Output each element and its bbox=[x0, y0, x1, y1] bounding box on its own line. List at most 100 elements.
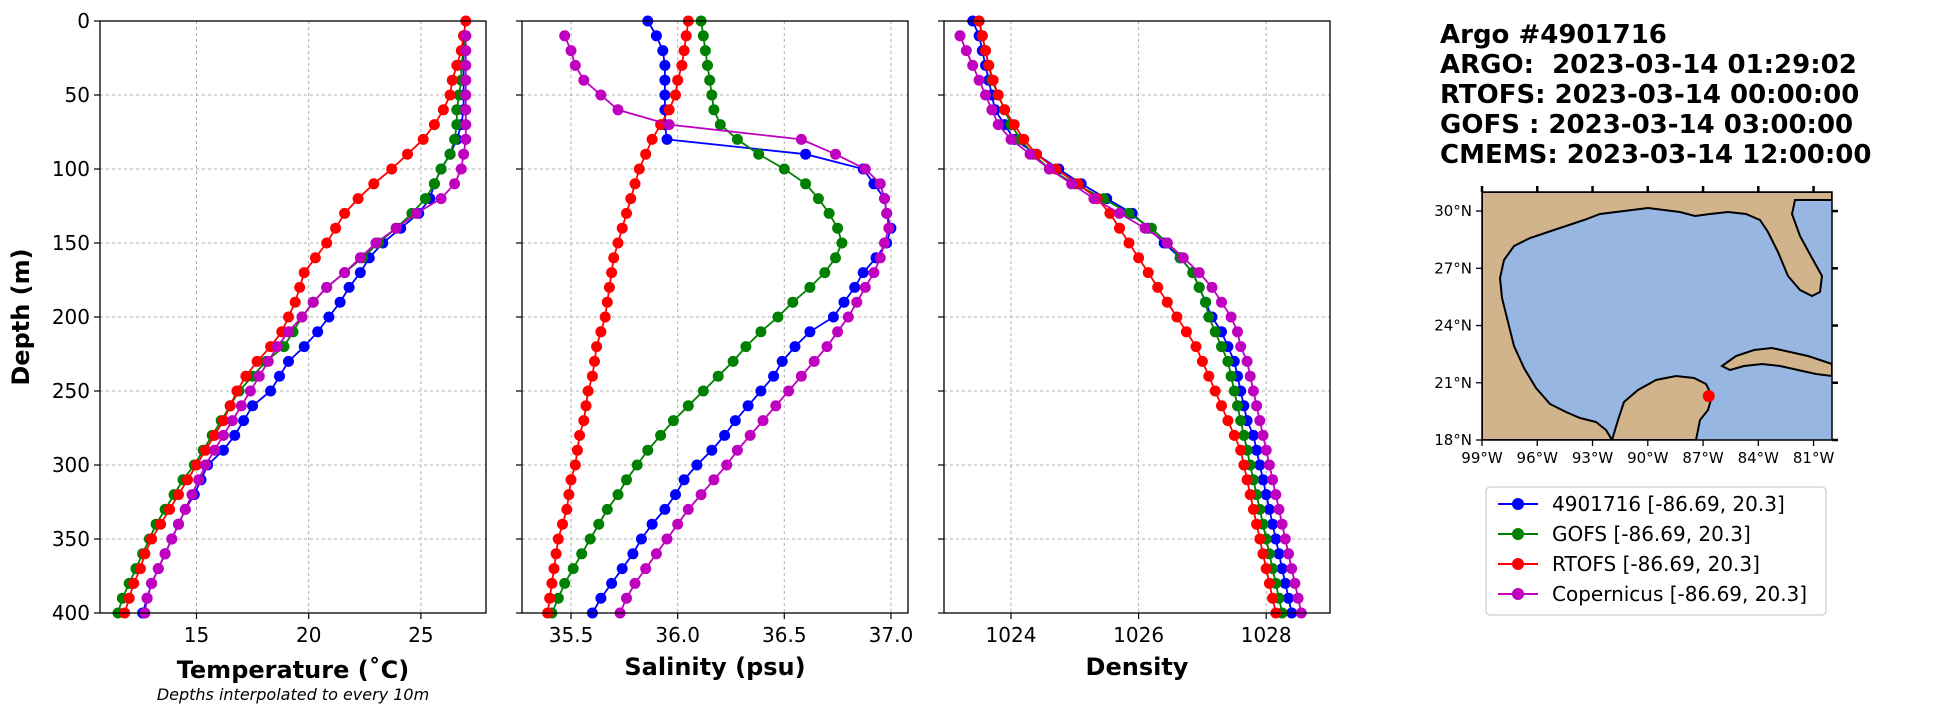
location-map: 30°N 27°N 24°N 21°N 18°N99°W 96°W 93°W 90°W 87°W… bbox=[1434, 186, 1838, 467]
salinity-point-copernicus bbox=[859, 281, 871, 293]
depth-tick-label: 200 bbox=[52, 305, 90, 329]
density-point-copernicus bbox=[954, 30, 966, 42]
salinity-point-gofs bbox=[830, 252, 841, 264]
density-point-rtofs bbox=[1209, 385, 1221, 397]
legend-entry: GOFS [-86.69, 20.3] bbox=[1498, 522, 1751, 546]
salinity-point-gofs bbox=[787, 296, 799, 308]
legend: 4901716 [-86.69, 20.3] GOFS [-86.69, 20.… bbox=[1485, 486, 1827, 616]
temperature-point-rtofs bbox=[309, 252, 321, 264]
temperature-point-copernicus bbox=[435, 193, 447, 205]
salinity-point-rtofs bbox=[586, 370, 598, 382]
density-point-copernicus bbox=[1273, 503, 1285, 515]
temperature-point-copernicus bbox=[390, 222, 402, 234]
density-point-argo bbox=[1263, 503, 1275, 515]
temperature-point-copernicus bbox=[455, 163, 467, 175]
salinity-point-argo bbox=[646, 518, 658, 530]
density-point-rtofs bbox=[1251, 518, 1263, 530]
temperature-point-copernicus bbox=[449, 178, 461, 190]
salinity-point-copernicus bbox=[559, 30, 571, 42]
salinity-point-copernicus bbox=[832, 326, 844, 338]
salinity-point-copernicus bbox=[821, 341, 833, 353]
salinity-point-copernicus bbox=[565, 45, 577, 57]
density-point-gofs bbox=[1228, 385, 1240, 397]
temperature-point-gofs bbox=[449, 133, 461, 145]
salinity-point-argo bbox=[755, 385, 767, 397]
salinity-point-copernicus bbox=[783, 385, 795, 397]
salinity-point-copernicus bbox=[883, 222, 895, 234]
temperature-point-copernicus bbox=[141, 592, 153, 604]
density-point-rtofs bbox=[1196, 355, 1208, 367]
salinity-point-copernicus bbox=[744, 429, 756, 441]
salinity-point-gofs bbox=[631, 459, 643, 471]
density-point-copernicus bbox=[1161, 237, 1173, 249]
salinity-point-rtofs bbox=[676, 59, 688, 71]
density-point-copernicus bbox=[1177, 252, 1189, 264]
depth-tick-label: 250 bbox=[52, 379, 90, 403]
density-point-rtofs bbox=[1190, 341, 1202, 353]
salinity-point-gofs bbox=[567, 563, 579, 575]
salinity-point-gofs bbox=[699, 45, 711, 57]
temperature-point-gofs bbox=[451, 119, 463, 131]
temperature-point-rtofs bbox=[446, 74, 458, 86]
salinity-point-rtofs bbox=[670, 89, 681, 101]
density-point-rtofs bbox=[980, 45, 991, 57]
density-point-copernicus bbox=[1260, 444, 1272, 456]
temperature-point-copernicus bbox=[159, 548, 171, 560]
temperature-point-rtofs bbox=[173, 489, 184, 501]
legend-marker-rtofs bbox=[1512, 558, 1524, 570]
density-point-rtofs bbox=[1152, 281, 1164, 293]
temperature-point-copernicus bbox=[271, 341, 283, 353]
salinity-xlabel: Salinity (psu) bbox=[624, 653, 805, 681]
density-point-copernicus bbox=[1235, 341, 1247, 353]
salinity-point-gofs bbox=[552, 592, 564, 604]
temperature-point-copernicus bbox=[370, 237, 382, 249]
salinity-point-argo bbox=[789, 341, 801, 353]
density-point-copernicus bbox=[967, 59, 979, 71]
salinity-point-rtofs bbox=[578, 415, 590, 427]
salinity-point-rtofs bbox=[561, 503, 573, 515]
temperature-point-rtofs bbox=[200, 444, 211, 456]
salinity-point-rtofs bbox=[563, 489, 575, 501]
density-xlabel: Density bbox=[1086, 653, 1189, 681]
density-point-gofs bbox=[1200, 296, 1212, 308]
density-point-rtofs bbox=[1244, 489, 1256, 501]
map-lon-label: 96°W bbox=[1517, 449, 1559, 467]
temperature-point-rtofs bbox=[437, 104, 449, 116]
salinity-point-rtofs bbox=[557, 518, 568, 530]
temperature-point-rtofs bbox=[417, 133, 429, 145]
density-point-rtofs bbox=[1203, 370, 1215, 382]
map-lon-label: 90°W bbox=[1627, 449, 1669, 467]
salinity-point-copernicus bbox=[661, 533, 673, 545]
density-point-gofs bbox=[1123, 207, 1135, 219]
temperature-point-argo bbox=[238, 415, 250, 427]
density-point-copernicus bbox=[1043, 163, 1055, 175]
density-point-argo bbox=[1247, 429, 1259, 441]
density-point-copernicus bbox=[1289, 577, 1301, 589]
legend-label-gofs: GOFS [-86.69, 20.3] bbox=[1552, 522, 1751, 546]
salinity-point-argo bbox=[627, 548, 639, 560]
density-point-gofs bbox=[1193, 281, 1205, 293]
density-point-rtofs bbox=[1228, 429, 1240, 441]
map-lat-label: 18°N bbox=[1434, 431, 1472, 449]
salinity-point-rtofs bbox=[606, 267, 618, 279]
salinity-point-gofs bbox=[706, 89, 718, 101]
temperature-point-rtofs bbox=[298, 267, 310, 279]
temperature-point-rtofs bbox=[402, 148, 413, 160]
density-point-copernicus bbox=[1279, 533, 1291, 545]
salinity-point-argo bbox=[650, 30, 662, 42]
salinity-point-copernicus bbox=[868, 267, 880, 279]
legend-label-rtofs: RTOFS [-86.69, 20.3] bbox=[1552, 552, 1760, 576]
salinity-xtick-label: 36.5 bbox=[762, 623, 807, 647]
density-point-rtofs bbox=[1216, 400, 1227, 412]
salinity-point-gofs bbox=[740, 341, 752, 353]
density-point-argo bbox=[1273, 548, 1285, 560]
salinity-point-rtofs bbox=[646, 133, 658, 145]
map-land-north bbox=[1482, 192, 1832, 440]
density-point-rtofs bbox=[1133, 252, 1145, 264]
salinity-point-rtofs bbox=[544, 592, 556, 604]
density-point-rtofs bbox=[1114, 222, 1125, 234]
temperature-point-argo bbox=[217, 444, 229, 456]
salinity-axes-frame bbox=[521, 20, 909, 614]
salinity-point-copernicus bbox=[795, 370, 807, 382]
